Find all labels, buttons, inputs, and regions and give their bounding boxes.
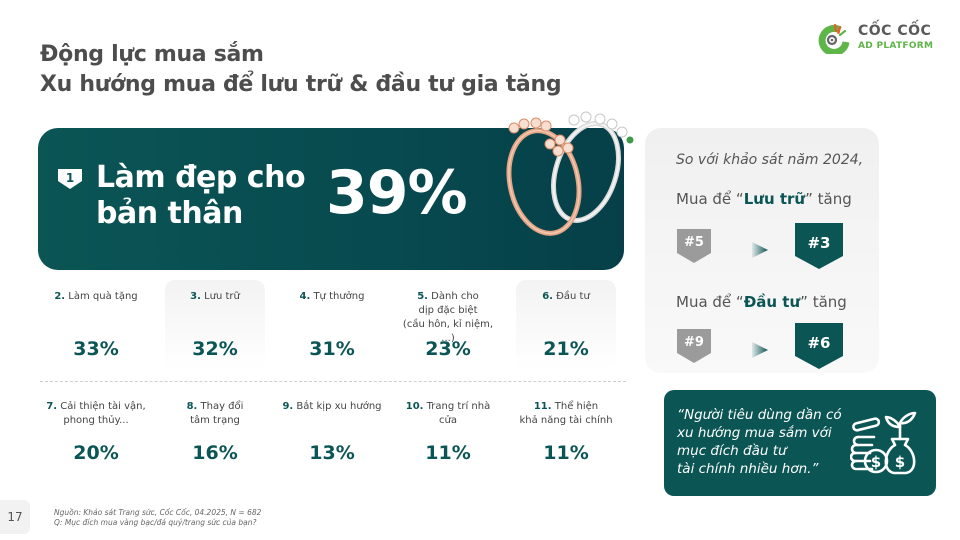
quote-line: “Người tiêu dùng dần có	[677, 407, 842, 423]
motive-cell: 10. Trang trí nhà cửa 11%	[398, 392, 498, 472]
top-motive-card	[38, 128, 624, 270]
motive-value: 11%	[543, 442, 589, 464]
page-number: 17	[0, 500, 30, 534]
motive-value: 31%	[309, 338, 355, 360]
motive-value: 23%	[425, 338, 471, 360]
storage-suffix: ” tăng	[805, 190, 852, 208]
motive-cell: 9. Bắt kịp xu hướng 13%	[282, 392, 382, 472]
motive-value: 20%	[73, 442, 119, 464]
investment-increase-text: Mua để “Đầu tư” tăng	[676, 293, 847, 311]
investment-new-rank: #6	[807, 334, 831, 352]
coccoc-logo-icon	[818, 23, 850, 54]
motive-value: 32%	[192, 338, 238, 360]
arrow-right-icon	[752, 242, 768, 258]
motive-cell-highlighted: 3. Lưu trữ 32%	[165, 280, 265, 370]
motive-cell: 11. Thể hiện khả năng tài chính 11%	[516, 392, 616, 472]
top-motive-label-line-1: Làm đẹp cho	[96, 160, 306, 195]
motive-label: 7. Cải thiện tài vận, phong thủy...	[46, 401, 146, 426]
storage-new-rank: #3	[807, 234, 831, 252]
investment-new-rank-badge: #6	[794, 322, 844, 370]
motive-label: 8. Thay đổi tâm trạng	[186, 401, 244, 426]
motive-value: 33%	[73, 338, 119, 360]
coccoc-logo: CỐC CỐC AD PLATFORM	[818, 20, 938, 56]
rank-badge-teal-icon	[795, 223, 843, 269]
storage-keyword: Lưu trữ	[743, 190, 806, 208]
title-line-2: Xu hướng mua để lưu trữ & đầu tư gia tăn…	[40, 72, 562, 97]
storage-new-rank-badge: #3	[794, 222, 844, 270]
top-motive-label: Làm đẹp cho bản thân	[96, 160, 306, 232]
motive-cell: 2. Làm quà tặng 33%	[46, 280, 146, 370]
rank-badge-teal-icon	[795, 323, 843, 369]
motive-value: 11%	[425, 442, 471, 464]
survey-question: Q: Mục đích mua vàng bạc/đá quý/trang sứ…	[54, 518, 257, 527]
motive-value: 16%	[192, 442, 238, 464]
title-line-1: Động lực mua sắm	[40, 42, 264, 67]
svg-text:1: 1	[66, 171, 74, 185]
motive-cell: 4. Tự thưởng 31%	[282, 280, 382, 370]
motive-label: 2. Làm quà tặng	[54, 291, 138, 302]
svg-text:$: $	[895, 453, 905, 471]
quote-line: xu hướng mua sắm với	[677, 425, 832, 441]
investment-keyword: Đầu tư	[743, 293, 801, 311]
rings-image	[506, 111, 634, 236]
arrow-right-icon	[752, 342, 768, 358]
motive-value: 21%	[543, 338, 589, 360]
storage-increase-text: Mua để “Lưu trữ” tăng	[676, 190, 852, 208]
motive-label: 11. Thể hiện khả năng tài chính	[519, 401, 613, 426]
comparison-intro: So với khảo sát năm 2024,	[676, 152, 864, 168]
insight-quote-box	[664, 390, 936, 496]
insight-quote: “Người tiêu dùng dần có xu hướng mua sắm…	[677, 406, 842, 478]
rank-1-badge-icon: 1	[58, 169, 82, 189]
source-note: Nguồn: Khảo sát Trang sức, Cốc Cốc, 04.2…	[54, 508, 261, 528]
motive-label: 6. Đầu tư	[542, 291, 590, 302]
motive-label: 9. Bắt kịp xu hướng	[282, 401, 382, 412]
logo-subtitle: AD PLATFORM	[858, 41, 934, 51]
logo-brand: CỐC CỐC	[858, 23, 932, 39]
motive-cell: 5. Dành cho dịp đặc biệt (cầu hôn, kỉ ni…	[398, 280, 498, 370]
motive-label: 10. Trang trí nhà cửa	[405, 401, 491, 426]
quote-line: mục đích đầu tư	[677, 443, 787, 459]
source-text: Nguồn: Khảo sát Trang sức, Cốc Cốc, 04.2…	[54, 508, 262, 517]
investment-old-rank-badge: #9	[675, 327, 713, 365]
motive-label: 4. Tự thưởng	[299, 291, 365, 302]
motive-cell: 8. Thay đổi tâm trạng 16%	[165, 392, 265, 472]
motive-label: 3. Lưu trữ	[190, 291, 240, 302]
top-motive-value: 39%	[326, 158, 468, 228]
investment-suffix: ” tăng	[800, 293, 847, 311]
rank-badge-grey-icon	[677, 329, 711, 363]
top-motive-label-line-2: bản thân	[96, 196, 243, 231]
motive-value: 13%	[309, 442, 355, 464]
motive-cell-highlighted: 6. Đầu tư 21%	[516, 280, 616, 370]
investment-old-rank: #9	[684, 335, 704, 350]
storage-prefix: Mua để “	[676, 190, 744, 208]
motive-cell: 7. Cải thiện tài vận, phong thủy... 20%	[46, 392, 146, 472]
svg-text:$: $	[871, 453, 881, 471]
page-title: Động lực mua sắm Xu hướng mua để lưu trữ…	[40, 40, 562, 100]
money-bag-coins-icon: $ $	[850, 411, 917, 475]
investment-prefix: Mua để “	[676, 293, 744, 311]
quote-line: tài chính nhiều hơn.”	[677, 461, 819, 477]
storage-old-rank-badge: #5	[675, 227, 713, 265]
rank-badge-grey-icon	[677, 229, 711, 263]
motive-label: 5. Dành cho dịp đặc biệt (cầu hôn, kỉ ni…	[402, 291, 494, 344]
storage-old-rank: #5	[684, 235, 704, 250]
row-divider	[40, 381, 626, 382]
